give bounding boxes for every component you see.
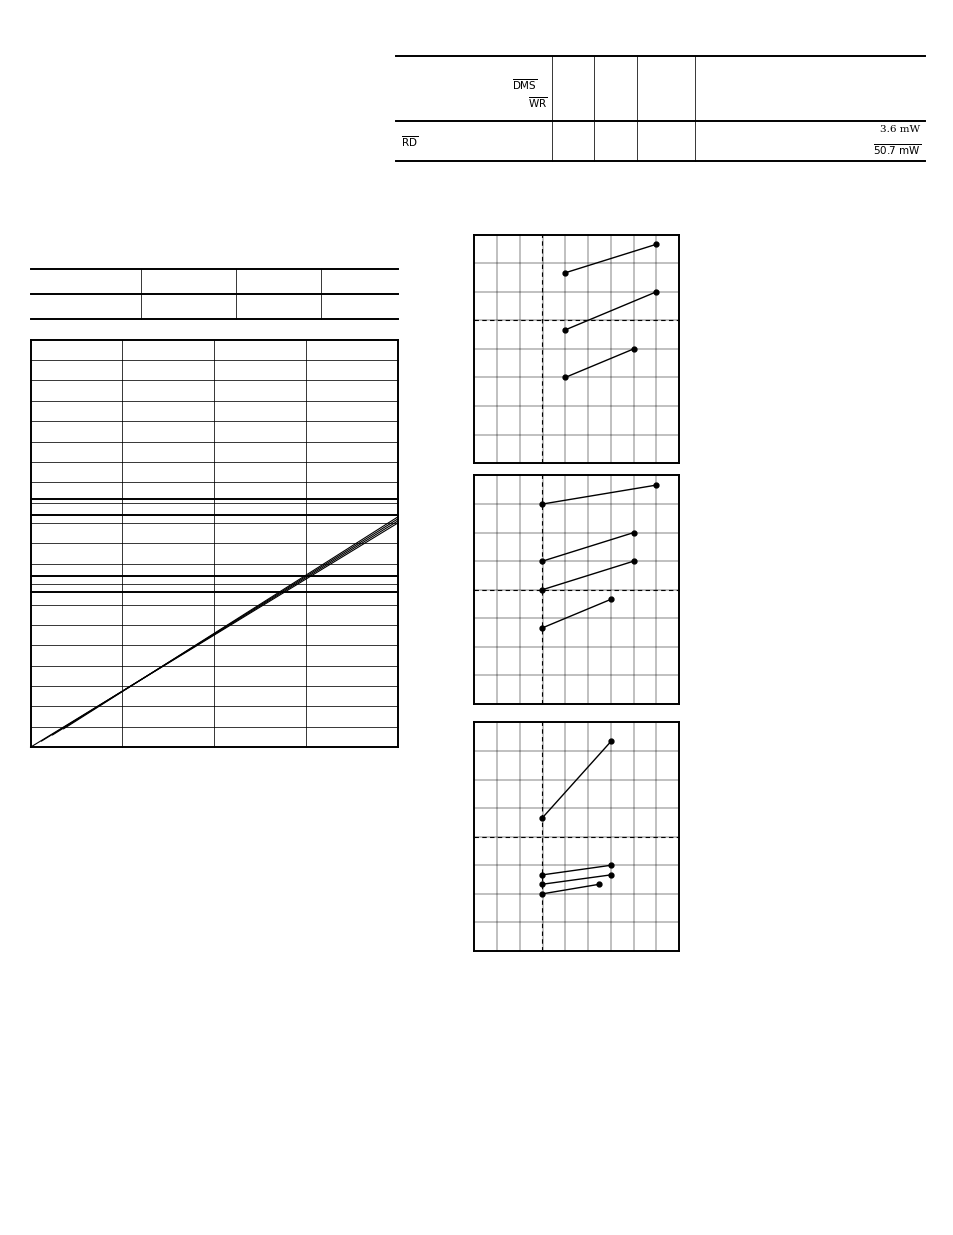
Text: 3.6 mW: 3.6 mW [880, 125, 920, 133]
Text: $\overline{\rm RD}$: $\overline{\rm RD}$ [400, 135, 417, 149]
Text: $\overline{\rm WR}$: $\overline{\rm WR}$ [527, 95, 547, 110]
Text: $\overline{\rm DMS}$: $\overline{\rm DMS}$ [512, 78, 537, 93]
Text: $\overline{50.7\ \rm mW}$: $\overline{50.7\ \rm mW}$ [872, 143, 920, 157]
